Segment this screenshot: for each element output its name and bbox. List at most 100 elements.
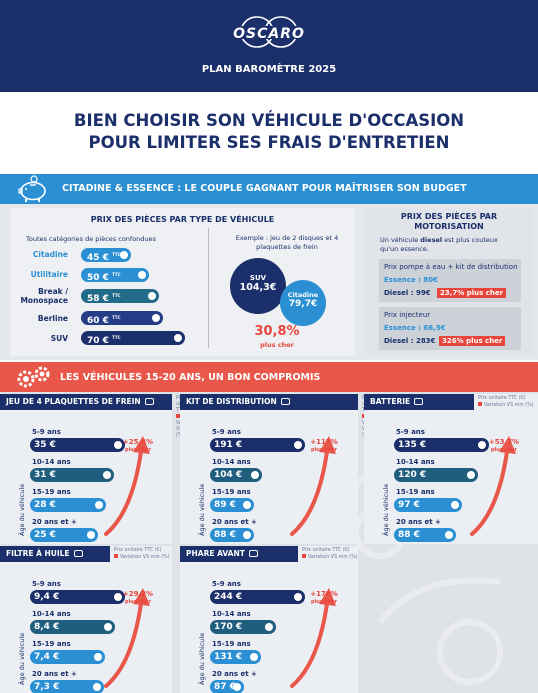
age-axis-label: Âge du véhicule — [198, 483, 206, 536]
part-card: FILTRE À HUILE Prix unitaire TTC (€) Varia… — [0, 546, 172, 693]
oil-filter-icon — [73, 550, 83, 557]
variation-label: plus cher — [125, 599, 151, 605]
variation-value: +53,7% — [488, 438, 520, 446]
age-label: 10-14 ans — [396, 458, 435, 466]
increase-arrow-icon — [290, 588, 336, 688]
oscaro-logo: OSCARO — [0, 12, 538, 52]
price-bar: 9,4 € — [30, 590, 125, 604]
logo-text: OSCARO — [233, 26, 305, 42]
price-value: 7,4 € — [34, 652, 60, 662]
part-card-title: BATTERIE — [364, 394, 474, 410]
price-bar: 88 € — [394, 528, 456, 542]
part-title-text: JEU DE 4 PLAQUETTES DE FREIN — [6, 397, 141, 406]
part-title-text: FILTRE À HUILE — [6, 549, 70, 558]
price-bar: 31 € — [30, 468, 114, 482]
motorisation-title-line-1: PRIX DES PIÈCES PAR — [400, 212, 498, 221]
motorisation-title: PRIX DES PIÈCES PAR MOTORISATION — [364, 212, 534, 232]
price-bar: 35 € — [30, 438, 125, 452]
age-label: 15-19 ans — [212, 488, 251, 496]
motor-box-badge: 326% plus cher — [439, 336, 506, 346]
price-value: 135 € — [398, 440, 427, 450]
suv-circle-label: SUV — [249, 274, 267, 282]
price-value: 104 € — [214, 470, 243, 480]
part-card-title: PHARE AVANT — [180, 546, 298, 562]
age-label: 15-19 ans — [32, 640, 71, 648]
increase-arrow-icon — [470, 436, 516, 536]
variation-value: +25,4% — [122, 438, 154, 446]
motor-box-diesel: Diesel : 99€ — [384, 289, 431, 297]
vehicle-price: 60 € — [87, 316, 109, 326]
price-bar: 8,4 € — [30, 620, 115, 634]
part-card: JEU DE 4 PLAQUETTES DE FREINPrix unitair… — [0, 394, 197, 544]
variation-percent: +178% plus cher — [304, 590, 344, 606]
citadine-circle-price: 79,7€ — [288, 299, 318, 309]
vehicle-price-pill: 60 € TTC — [81, 311, 163, 326]
citadine-circle-label: Citadine — [287, 291, 319, 299]
price-value: 8,4 € — [34, 622, 60, 632]
age-label: 5-9 ans — [32, 580, 61, 588]
variation-percent: +25,4% plus cher — [118, 438, 158, 454]
price-value: 97 € — [398, 500, 420, 510]
vehicle-price-pill: 58 € TTC — [81, 289, 159, 304]
variation-percent: +53,7% plus cher — [484, 438, 524, 454]
price-value: 244 € — [214, 592, 243, 602]
motor-box-diesel: Diesel : 283€ — [384, 337, 436, 345]
intro-text: Un véhicule — [380, 236, 421, 244]
motor-box-essence: Essence : 66,5€ — [384, 324, 446, 332]
price-value: 7,3 € — [34, 682, 60, 692]
price-bar: 7,4 € — [30, 650, 105, 664]
price-bar: 191 € — [210, 438, 305, 452]
age-label: 20 ans et + — [32, 670, 77, 678]
legend: Prix unitaire TTC (€) Variation VS min (%… — [114, 548, 170, 561]
ttc-label: TTC — [112, 293, 121, 298]
price-bar: 120 € — [394, 468, 478, 482]
plan-barometre: PLAN BAROMÈTRE 2025 — [201, 64, 337, 75]
section1-banner: CITADINE & ESSENCE : LE COUPLE GAGNANT P… — [0, 174, 538, 204]
part-title-text: KIT DE DISTRIBUTION — [186, 397, 277, 406]
page-title: BIEN CHOISIR SON VÉHICULE D'OCCASION POU… — [0, 110, 538, 154]
variation-value: +117% — [310, 438, 338, 446]
price-value: 120 € — [398, 470, 427, 480]
increase-arrow-icon — [290, 436, 336, 536]
price-bar: 244 € — [210, 590, 305, 604]
price-value: 35 € — [34, 440, 56, 450]
age-axis-label: Âge du véhicule — [382, 483, 390, 536]
header-banner: OSCARO PLAN BAROMÈTRE 2025 — [0, 0, 538, 92]
age-label: 20 ans et + — [212, 518, 257, 526]
legend-variation: Variation VS min (%) — [484, 403, 534, 408]
vehicle-price: 50 € — [87, 273, 109, 283]
timing-belt-icon — [280, 398, 290, 405]
diff-label: plus cher — [260, 341, 294, 349]
age-label: 20 ans et + — [32, 518, 77, 526]
age-label: 15-19 ans — [212, 640, 251, 648]
variation-percent: +29,2% plus cher — [118, 590, 158, 606]
price-bar: 170 € — [210, 620, 276, 634]
part-title-text: PHARE AVANT — [186, 549, 245, 558]
intro-diesel: diesel — [420, 236, 443, 244]
variation-value: +29,2% — [122, 590, 154, 598]
part-title-text: BATTERIE — [370, 397, 411, 406]
price-bar: 97 € — [394, 498, 462, 512]
price-bar: 88 € — [210, 528, 254, 542]
motor-box-title: Prix injecteur — [384, 311, 431, 319]
part-card-title: FILTRE À HUILE — [0, 546, 110, 562]
age-label: 20 ans et + — [396, 518, 441, 526]
vehicle-label-break: Break / Monospace — [20, 287, 68, 305]
title-line-2: POUR LIMITER SES FRAIS D'ENTRETIEN — [88, 133, 450, 152]
vehicle-label-utilitaire: Utilitaire — [30, 270, 68, 279]
legend-variation: Variation VS min (%) — [120, 555, 170, 560]
legend-price: Prix unitaire TTC (€) — [302, 548, 350, 553]
price-bar: 104 € — [210, 468, 262, 482]
ttc-label: TTC — [112, 272, 121, 277]
piggy-bank-icon — [18, 175, 46, 202]
age-axis-label: Âge du véhicule — [18, 483, 26, 536]
section2-banner-text: LES VÉHICULES 15-20 ANS, UN BON COMPROMI… — [60, 372, 321, 383]
motor-box-essence: Essence : 80€ — [384, 276, 439, 284]
increase-arrow-icon — [104, 588, 150, 688]
legend-variation: Variation VS min (%) — [308, 555, 358, 560]
price-bar: 87 € — [210, 680, 244, 693]
price-value: 87 € — [214, 682, 236, 692]
vehicle-price: 70 € — [87, 336, 109, 346]
age-axis-label: Âge du véhicule — [198, 632, 206, 685]
legend-price: Prix unitaire TTC (€) — [114, 548, 162, 553]
